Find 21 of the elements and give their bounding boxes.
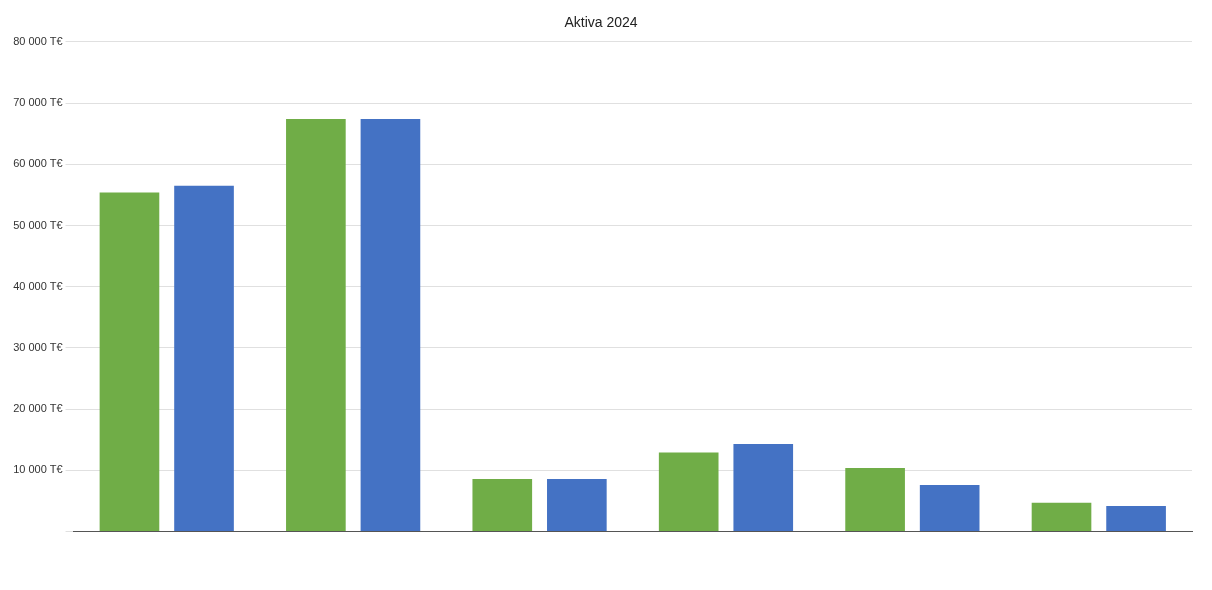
bar [360,118,421,532]
y-tick-label: 60 000 T€ [13,157,63,170]
chart-title: Aktiva 2024 [564,14,638,31]
y-tick-label: 80 000 T€ [13,34,63,47]
y-tick-label: 70 000 T€ [13,96,63,109]
y-tick-label: 20 000 T€ [13,402,63,415]
bar [919,485,980,532]
bar [1106,505,1166,532]
y-tick-label: 40 000 T€ [13,279,63,292]
y-tick-label: 30 000 T€ [13,340,63,353]
bar [472,478,533,532]
bar [1031,502,1092,532]
bar [733,444,794,532]
bar [99,192,160,532]
bar [286,118,346,532]
bar [658,452,719,532]
bar [547,478,607,532]
bar [845,467,905,532]
bar [174,185,234,532]
y-tick-label: 10 000 T€ [13,463,63,476]
y-tick-label: 50 000 T€ [13,218,63,231]
